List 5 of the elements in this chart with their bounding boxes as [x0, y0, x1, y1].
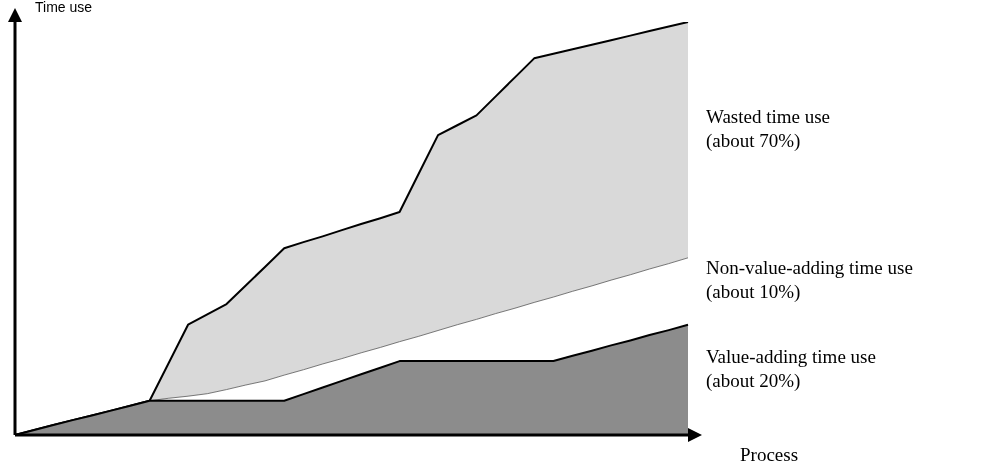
x-axis-title: Process	[740, 443, 799, 465]
y-axis-title: Time use	[35, 0, 93, 15]
series-label: Non-value-adding time use (about 10%)	[706, 257, 913, 304]
series-label: Wasted time use (about 70%)	[706, 105, 831, 152]
series-label: Value-adding time use (about 20%)	[706, 345, 876, 392]
